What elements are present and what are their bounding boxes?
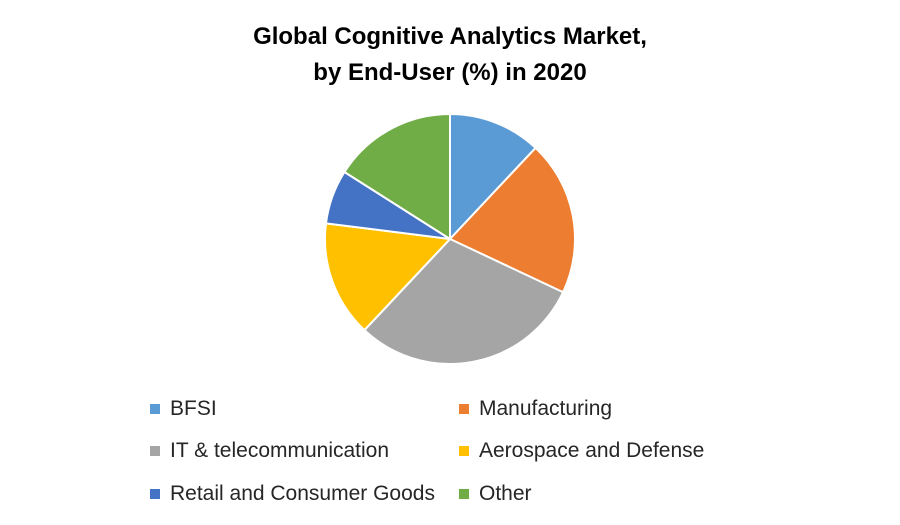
pie-slice-bfsi	[449, 113, 537, 240]
legend-swatch-bfsi	[150, 404, 160, 414]
legend-item-it-telecommunication: IT & telecommunication	[150, 439, 389, 463]
legend-swatch-it-telecommunication	[150, 446, 160, 456]
legend-label-other: Other	[479, 482, 532, 505]
legend-swatch-aerospace-defense	[459, 446, 469, 456]
legend-item-manufacturing: Manufacturing	[459, 397, 612, 421]
legend-item-retail-consumer-goods: Retail and Consumer Goods	[150, 482, 435, 506]
chart-title-line-2: by End-User (%) in 2020	[313, 59, 587, 86]
legend-item-other: Other	[459, 482, 532, 506]
legend-item-aerospace-defense: Aerospace and Defense	[459, 439, 704, 463]
legend-swatch-manufacturing	[459, 404, 469, 414]
pie-slice-it-telecommunication	[363, 238, 565, 365]
legend-swatch-retail-consumer-goods	[150, 489, 160, 499]
legend-label-retail-consumer-goods: Retail and Consumer Goods	[170, 482, 435, 505]
legend-label-bfsi: BFSI	[170, 397, 217, 420]
pie-slice-manufacturing	[449, 146, 576, 294]
legend-label-it-telecommunication: IT & telecommunication	[170, 439, 390, 462]
chart-title-line-1: Global Cognitive Analytics Market,	[253, 23, 647, 50]
legend-label-aerospace-defense: Aerospace and Defense	[479, 439, 705, 462]
pie-slice-other	[343, 113, 451, 240]
legend-label-manufacturing: Manufacturing	[479, 397, 613, 420]
pie-slice-aerospace-defense	[324, 222, 451, 332]
legend-item-bfsi: BFSI	[150, 397, 217, 421]
legend-swatch-other	[459, 489, 469, 499]
